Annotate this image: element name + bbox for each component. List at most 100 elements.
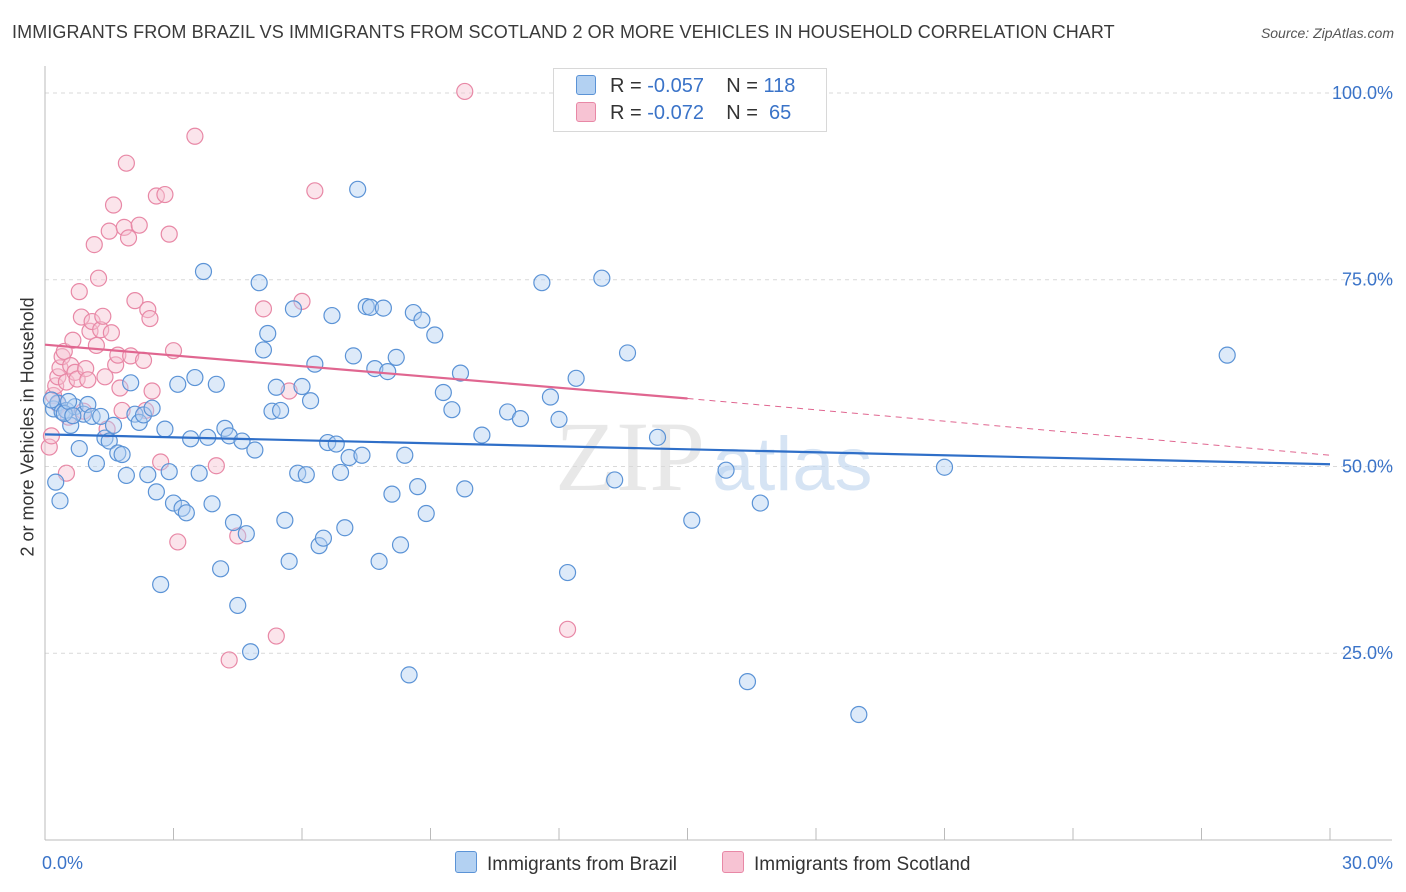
- brazil-point: [409, 478, 427, 496]
- brazil-point: [224, 513, 243, 532]
- scotland-point: [160, 225, 178, 243]
- scotland-point: [87, 336, 106, 355]
- scotland-point: [89, 269, 108, 287]
- brazil-point: [331, 463, 350, 482]
- brazil-point: [353, 446, 371, 464]
- brazil-point: [396, 446, 414, 464]
- x-tick-label-min: 0.0%: [42, 853, 83, 873]
- brazil-swatch: [576, 75, 596, 95]
- brazil-point: [297, 466, 315, 484]
- scotland-n-label: N =: [726, 102, 758, 124]
- scotland-point: [64, 331, 82, 349]
- legend-row-brazil: R = -0.057 N = 118: [576, 75, 795, 99]
- scotland-point: [130, 216, 148, 234]
- brazil-point: [164, 494, 183, 512]
- scotland-trend-line: [44, 343, 688, 400]
- brazil-point: [370, 552, 388, 570]
- brazil-point: [246, 441, 264, 459]
- scotland-point: [147, 187, 165, 205]
- scotland-point: [141, 309, 159, 328]
- x-tick-label-max: 30.0%: [1342, 853, 1393, 873]
- brazil-point: [618, 344, 637, 362]
- y-axis-title: 2 or more Vehicles in Household: [17, 297, 38, 557]
- brazil-point: [451, 364, 470, 382]
- brazil-point: [558, 563, 577, 582]
- brazil-r-label: R =: [610, 75, 642, 97]
- brazil-point: [593, 269, 611, 287]
- scotland-point: [111, 379, 129, 397]
- brazil-point: [550, 410, 568, 429]
- brazil-point: [306, 355, 324, 373]
- brazil-point: [233, 432, 251, 450]
- brazil-point: [379, 362, 397, 381]
- brazil-point: [147, 483, 165, 501]
- brazil-point: [229, 596, 247, 615]
- y-tick-label: 75.0%: [1342, 270, 1393, 290]
- brazil-point: [47, 473, 65, 491]
- scotland-point: [102, 324, 120, 342]
- brazil-point: [156, 420, 174, 438]
- brazil-point: [92, 407, 110, 426]
- brazil-point: [51, 492, 69, 510]
- brazil-point: [284, 300, 303, 318]
- watermark-atlas: atlas: [712, 422, 873, 507]
- scotland-point: [254, 300, 273, 318]
- brazil-point: [190, 464, 208, 482]
- brazil-point: [70, 439, 88, 458]
- scotland-point: [104, 196, 123, 214]
- brazil-point: [417, 504, 435, 523]
- scotland-point: [119, 229, 138, 247]
- tick-labels: 25.0% 50.0% 75.0% 100.0% 0.0% 30.0%: [42, 83, 1393, 873]
- scotland-swatch: [576, 102, 596, 122]
- brazil-point: [100, 432, 118, 450]
- brazil-point: [434, 383, 452, 402]
- bottom-brazil-label: Immigrants from Brazil: [487, 854, 678, 875]
- brazil-point: [186, 368, 204, 387]
- chart-title: IMMIGRANTS FROM BRAZIL VS IMMIGRANTS FRO…: [12, 22, 1115, 42]
- scotland-point: [143, 382, 161, 400]
- brazil-point: [413, 311, 431, 329]
- scotland-point: [79, 371, 97, 389]
- brazil-point: [400, 666, 418, 684]
- brazil-point: [117, 466, 135, 485]
- brazil-point: [59, 392, 78, 411]
- scotland-point: [156, 185, 174, 204]
- scotland-point: [186, 127, 204, 145]
- brazil-point: [169, 375, 187, 393]
- watermark: ZIP atlas: [555, 401, 873, 512]
- bottom-scotland-label: Immigrants from Scotland: [754, 854, 971, 875]
- brazil-point: [152, 575, 170, 594]
- y-tick-label: 50.0%: [1342, 456, 1393, 476]
- brazil-point: [751, 494, 769, 512]
- brazil-point: [42, 391, 61, 409]
- scotland-point: [96, 368, 114, 386]
- scotland-point: [152, 453, 170, 471]
- brazil-point: [473, 426, 491, 444]
- scotland-point: [115, 218, 133, 237]
- brazil-point: [606, 471, 624, 489]
- brazil-point: [541, 388, 560, 406]
- scotland-point: [220, 651, 238, 669]
- brazil-point: [717, 461, 735, 479]
- brazil-point: [344, 347, 362, 365]
- brazil-point: [443, 401, 461, 419]
- scotland-point: [207, 457, 225, 475]
- scotland-point: [456, 82, 474, 101]
- brazil-point: [935, 458, 954, 476]
- brazil-n-label: N =: [726, 75, 758, 97]
- scotland-point: [57, 373, 76, 391]
- axes: [44, 66, 1392, 841]
- legend-row-scotland: R = -0.072 N = 65: [576, 102, 791, 126]
- trend-lines: [44, 343, 1331, 466]
- brazil-point: [139, 466, 157, 484]
- brazil-point: [203, 495, 221, 513]
- brazil-point: [683, 511, 701, 529]
- brazil-point: [194, 262, 213, 281]
- brazil-point: [319, 433, 337, 452]
- scotland-point: [94, 307, 112, 325]
- y-tick-label: 25.0%: [1342, 643, 1393, 663]
- brazil-point: [511, 410, 530, 428]
- watermark-zip: ZIP: [555, 401, 705, 512]
- brazil-point: [533, 274, 551, 292]
